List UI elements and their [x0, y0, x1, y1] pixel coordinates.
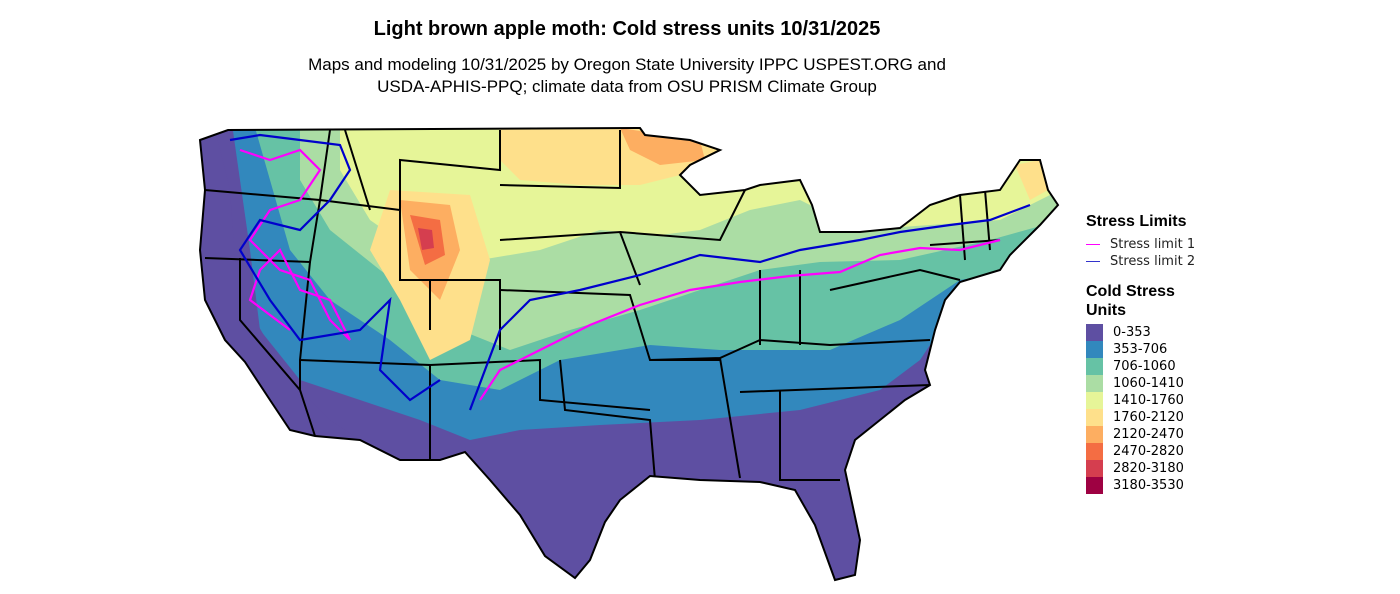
- legend-label: 2120-2470: [1113, 427, 1184, 442]
- stress-limit-2-line: [468, 203, 1031, 411]
- stress-limit-2-west: [229, 133, 441, 402]
- legend-class-353-706: 353-706: [1086, 341, 1195, 358]
- stress-limits-title: Stress Limits: [1086, 213, 1187, 230]
- legend-swatch: [1086, 426, 1103, 443]
- stress-limit-1-west: [239, 148, 351, 341]
- legend-label: 706-1060: [1113, 359, 1176, 374]
- legend-class-3180-3530: 3180-3530: [1086, 477, 1195, 494]
- legend-label: 2820-3180: [1113, 461, 1184, 476]
- stress-limit-lines: [229, 133, 1031, 411]
- legend-label: 2470-2820: [1113, 444, 1184, 459]
- subtitle-line-1: Maps and modeling 10/31/2025 by Oregon S…: [308, 55, 946, 74]
- legend-label: 1060-1410: [1113, 376, 1184, 391]
- subtitle-line-2: USDA-APHIS-PPQ; climate data from OSU PR…: [377, 77, 877, 96]
- stress-limit-2-swatch: [1086, 261, 1100, 262]
- legend-swatch: [1086, 443, 1103, 460]
- legend-class-2120-2470: 2120-2470: [1086, 426, 1195, 443]
- legend-label: Stress limit 2: [1110, 254, 1196, 269]
- legend-class-1760-2120: 1760-2120: [1086, 409, 1195, 426]
- legend-stress-limit-2: Stress limit 2: [1086, 253, 1195, 270]
- stress-limit-1-swatch: [1086, 244, 1100, 245]
- map-subtitle: Maps and modeling 10/31/2025 by Oregon S…: [0, 54, 1254, 98]
- legend-swatch: [1086, 409, 1103, 426]
- legend-label: 0-353: [1113, 325, 1151, 340]
- legend-swatch: [1086, 460, 1103, 477]
- cold-stress-units-title: Cold Stress Units: [1086, 282, 1195, 320]
- legend-swatch: [1086, 341, 1103, 358]
- legend-swatch: [1086, 324, 1103, 341]
- legend-swatch: [1086, 375, 1103, 392]
- zone-1760-2120-maine: [1015, 160, 1048, 200]
- legend-label: Stress limit 1: [1110, 237, 1196, 252]
- legend-label: 1760-2120: [1113, 410, 1184, 425]
- legend-class-706-1060: 706-1060: [1086, 358, 1195, 375]
- legend-swatch: [1086, 358, 1103, 375]
- legend-class-2820-3180: 2820-3180: [1086, 460, 1195, 477]
- legend-label: 3180-3530: [1113, 478, 1184, 493]
- legend-class-2470-2820: 2470-2820: [1086, 443, 1195, 460]
- title-line-1: Cold Stress: [1086, 283, 1175, 300]
- legend-label: 1410-1760: [1113, 393, 1184, 408]
- legend-class-1410-1760: 1410-1760: [1086, 392, 1195, 409]
- legend-class-1060-1410: 1060-1410: [1086, 375, 1195, 392]
- zone-2120-2470: [620, 128, 705, 165]
- map-title: Light brown apple moth: Cold stress unit…: [373, 18, 881, 40]
- legend: Stress Limits Stress limit 1 Stress limi…: [1086, 212, 1195, 494]
- legend-class-0-353: 0-353: [1086, 324, 1195, 341]
- stress-limit-1-line: [479, 238, 1001, 401]
- legend-classes: 0-353 353-706 706-1060 1060-1410 1410-1760 17…: [1086, 324, 1195, 494]
- legend-swatch: [1086, 477, 1103, 494]
- state-boundaries: [204, 129, 1001, 481]
- legend-label: 353-706: [1113, 342, 1168, 357]
- legend-stress-limit-1: Stress limit 1: [1086, 236, 1195, 253]
- zone-2820-3180: [418, 228, 434, 250]
- legend-swatch: [1086, 392, 1103, 409]
- title-line-2: Units: [1086, 302, 1126, 319]
- us-outline: [198, 126, 1060, 582]
- cold-stress-raster: [200, 128, 1058, 580]
